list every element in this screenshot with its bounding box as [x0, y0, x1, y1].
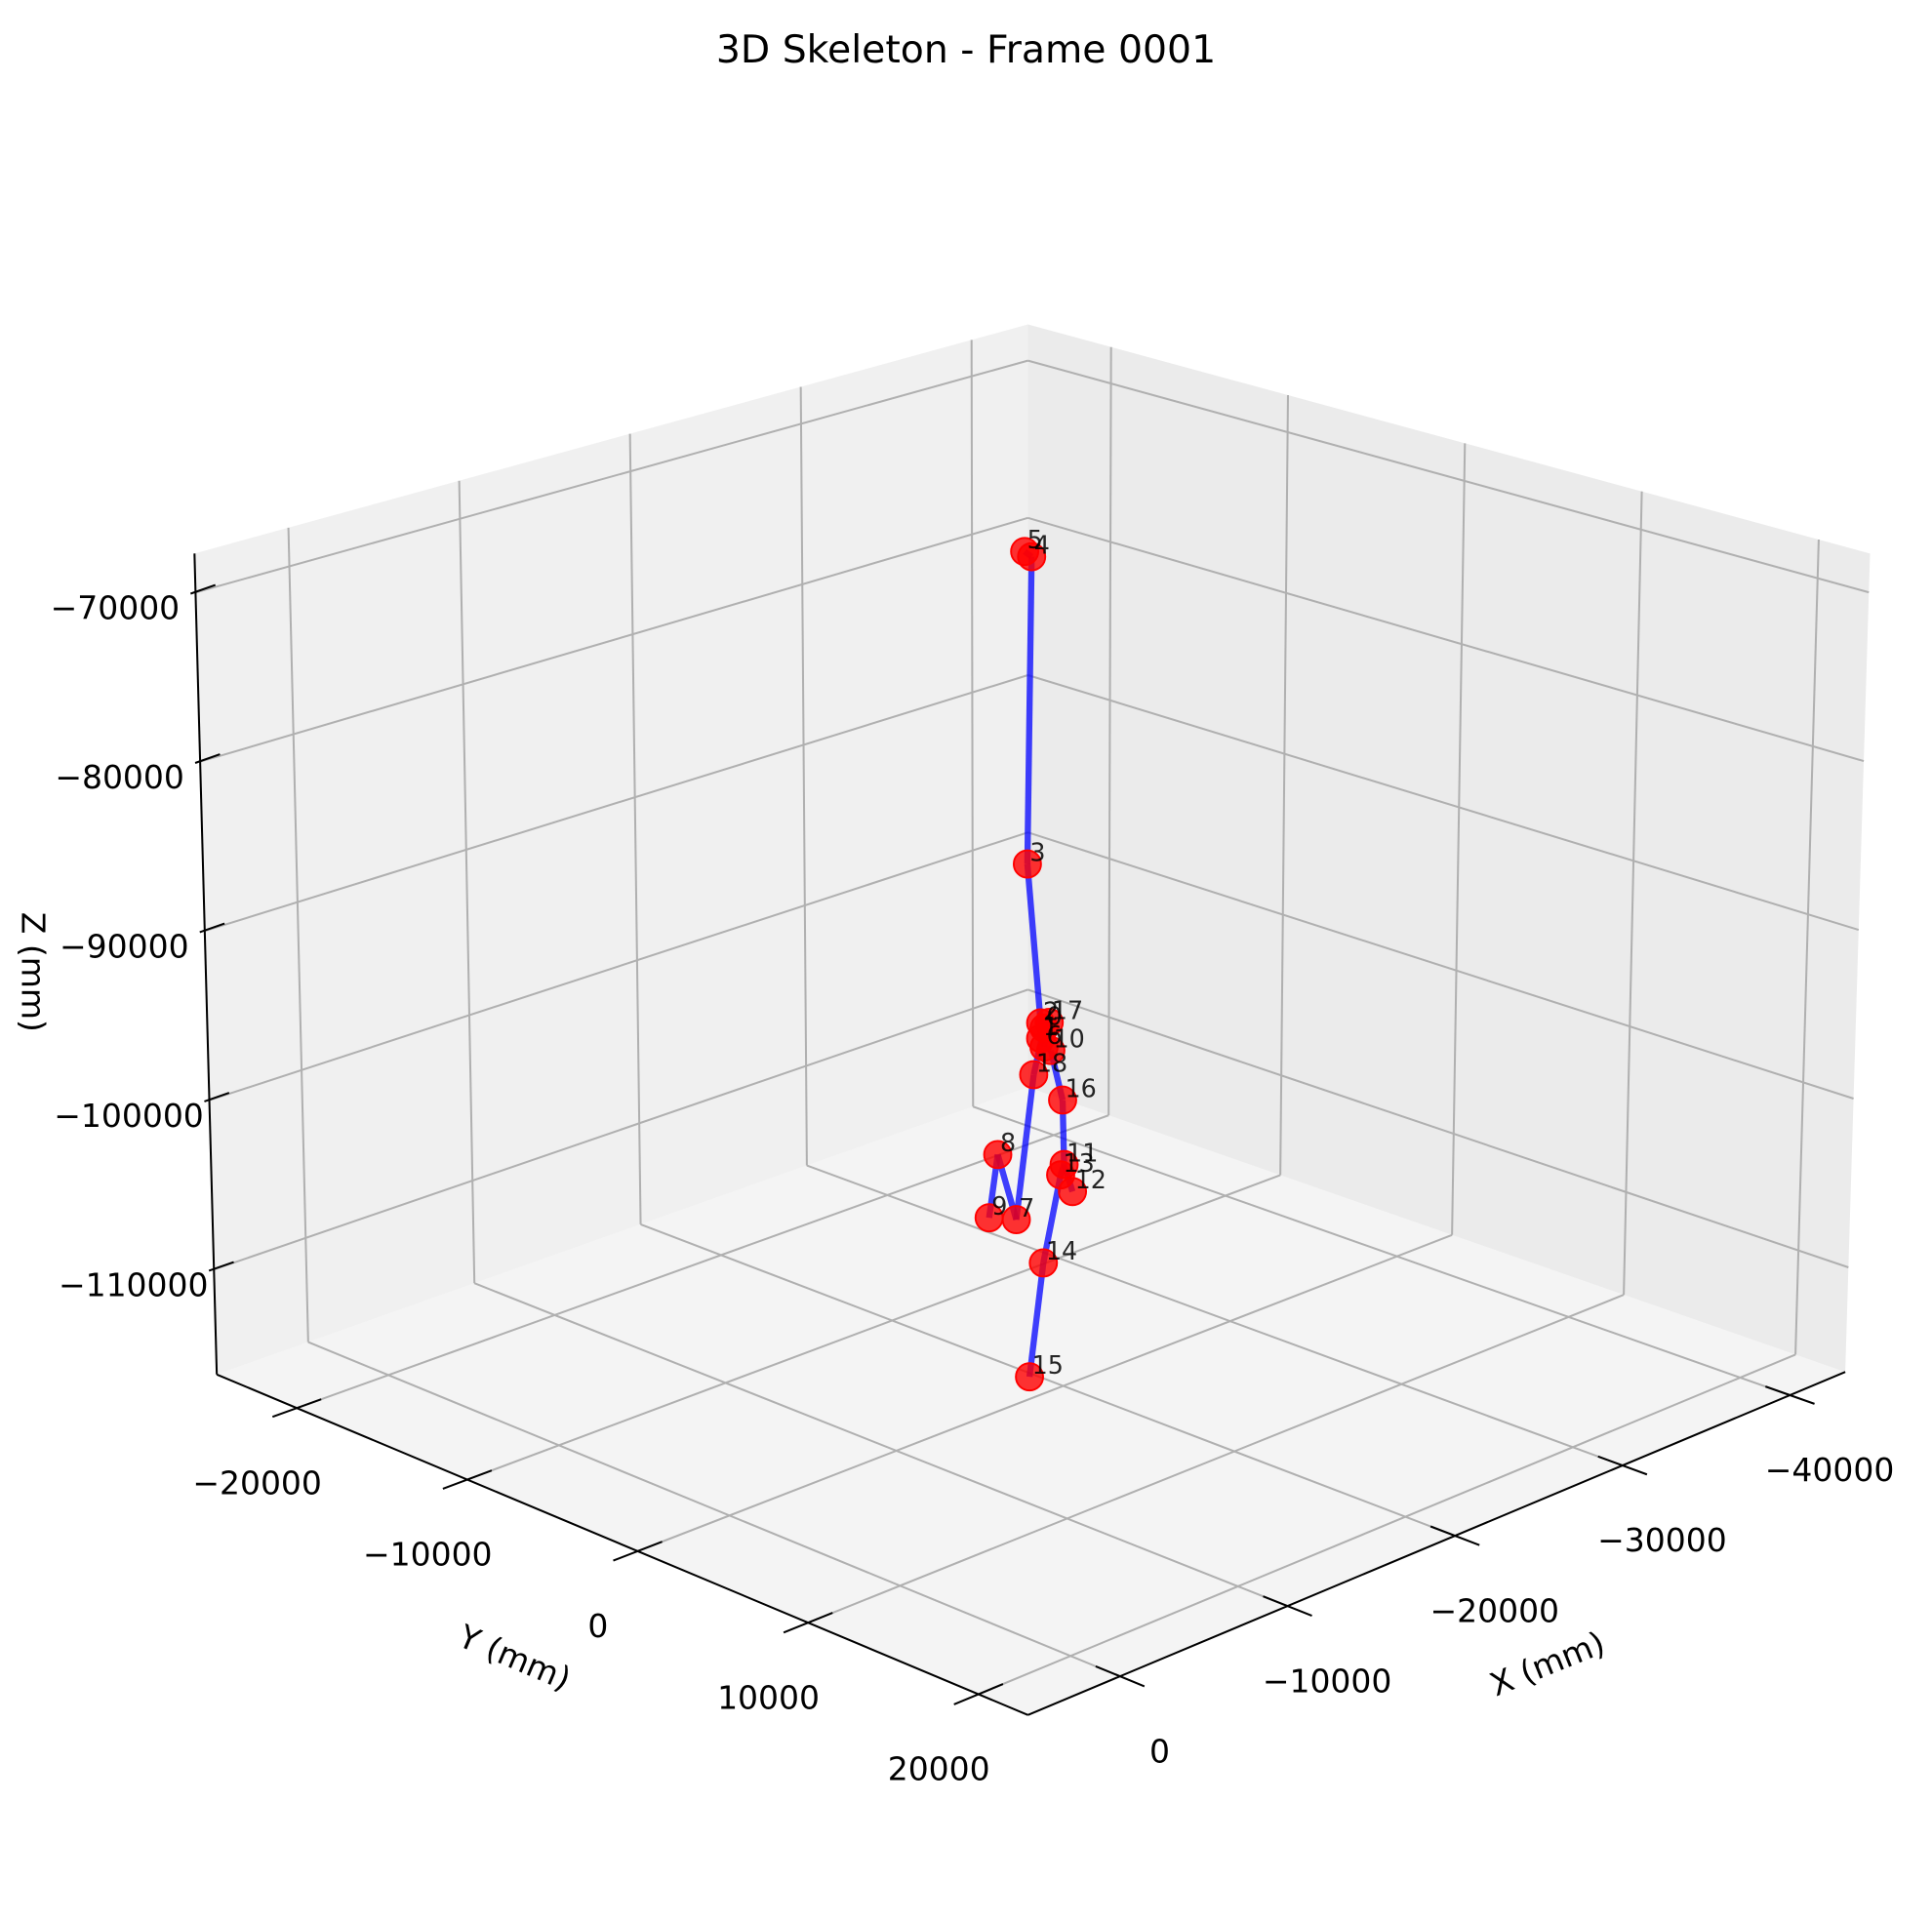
joint — [1019, 1060, 1049, 1090]
joint — [1048, 1085, 1077, 1115]
joint-label: 1 — [1043, 1012, 1059, 1041]
grid-line — [628, 433, 642, 1224]
x-tick-label: −20000 — [1429, 1591, 1559, 1629]
grid-line — [978, 1353, 1796, 1696]
grid-line — [458, 480, 476, 1284]
grid-line — [807, 1294, 1625, 1624]
joint-label: 11 — [1067, 1138, 1098, 1167]
right-pane — [1027, 324, 1871, 1373]
grid-line — [466, 1174, 1281, 1481]
joint-label: 7 — [1019, 1193, 1034, 1222]
z-tick-label: −70000 — [51, 588, 181, 626]
grid-line — [1027, 831, 1854, 1100]
grid-line — [1451, 443, 1467, 1235]
joint-label: 15 — [1032, 1350, 1064, 1380]
joint-label: 2 — [1043, 996, 1059, 1025]
z-tick-label: −100000 — [54, 1097, 204, 1135]
y-tick-label: −20000 — [192, 1463, 322, 1502]
grid-line — [1279, 395, 1289, 1176]
joint-label: 14 — [1046, 1236, 1077, 1265]
grid-line — [209, 831, 1028, 1102]
joint-label: 4 — [1034, 530, 1050, 559]
x-tick-label: −40000 — [1765, 1451, 1895, 1489]
grid-line — [970, 340, 975, 1107]
joint — [1046, 1160, 1075, 1190]
grid-line — [1027, 359, 1870, 594]
joint — [983, 1140, 1013, 1170]
y-tick-label: 0 — [587, 1607, 608, 1645]
bone — [1040, 1174, 1065, 1264]
bone — [1013, 1074, 1037, 1221]
x-axis-label: X (mm) — [1484, 1623, 1610, 1703]
y-axis-label: Y (mm) — [452, 1617, 576, 1698]
y-tick-label: 10000 — [717, 1678, 820, 1716]
joint-label: 3 — [1029, 837, 1045, 866]
grid-line — [199, 516, 1028, 763]
z-axis — [193, 553, 219, 1375]
x-axis — [1027, 1371, 1846, 1716]
joint-label: 9 — [991, 1191, 1007, 1221]
floor-pane — [217, 1087, 1846, 1715]
joint-label: 13 — [1064, 1148, 1095, 1178]
joint — [1036, 1035, 1066, 1065]
joint — [1034, 1007, 1065, 1037]
grid-line — [296, 1114, 1109, 1410]
grid-line — [1027, 988, 1849, 1268]
z-tick-label: −80000 — [55, 758, 184, 796]
joint-label: 12 — [1075, 1165, 1107, 1194]
grid-line — [307, 1341, 1121, 1678]
joint — [974, 1203, 1004, 1233]
grid-line — [799, 386, 808, 1166]
x-tick-label: −10000 — [1263, 1662, 1392, 1700]
z-tick-label: −90000 — [60, 927, 189, 965]
joint-label: 16 — [1066, 1073, 1097, 1102]
grid-line — [972, 1105, 1791, 1396]
bone — [1026, 1262, 1047, 1378]
grid-line — [287, 527, 309, 1342]
left-pane — [194, 324, 1028, 1375]
bone — [1024, 556, 1035, 864]
grid-line — [213, 988, 1028, 1271]
chart-title: 3D Skeleton - Frame 0001 — [716, 27, 1216, 72]
grid-line — [637, 1233, 1453, 1552]
grid-line — [204, 674, 1028, 933]
grid-line — [1623, 491, 1643, 1296]
x-tick-label: −30000 — [1597, 1521, 1727, 1559]
grid-line — [1107, 346, 1112, 1116]
y-axis — [216, 1373, 1028, 1716]
z-axis-label: Z (mm) — [14, 912, 52, 1032]
joint — [1010, 537, 1040, 567]
joint-label: 17 — [1052, 996, 1083, 1025]
joint-label: 0 — [1047, 1002, 1063, 1031]
grid-line — [640, 1222, 1456, 1538]
joint-label: 5 — [1027, 525, 1043, 554]
joint-label: 8 — [1000, 1128, 1016, 1157]
y-tick-label: −10000 — [363, 1536, 493, 1574]
bone — [1024, 863, 1044, 1023]
grid-line — [473, 1282, 1288, 1608]
joint — [1012, 849, 1042, 879]
joint-label: 6 — [1047, 1021, 1063, 1050]
grid-line — [1027, 516, 1865, 763]
grid-line — [1794, 539, 1820, 1355]
z-tick-label: −110000 — [59, 1265, 209, 1303]
joint-label: 18 — [1036, 1048, 1067, 1077]
x-tick-label: 0 — [1149, 1732, 1170, 1770]
joint — [1015, 1362, 1044, 1392]
joint — [1028, 1248, 1059, 1278]
grid-line — [1027, 674, 1860, 932]
joint-label: 10 — [1053, 1024, 1084, 1054]
y-tick-label: 20000 — [888, 1750, 990, 1788]
grid-line — [195, 359, 1028, 594]
grid-line — [806, 1164, 1624, 1466]
